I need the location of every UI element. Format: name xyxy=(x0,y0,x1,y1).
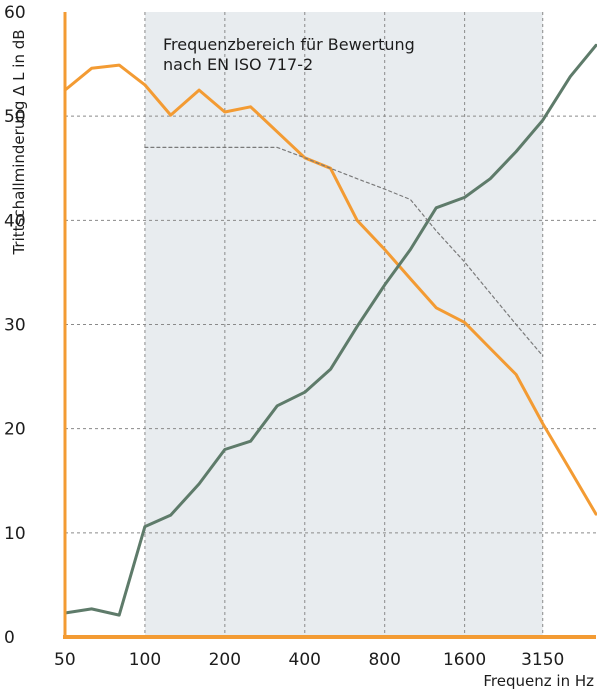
series-layer xyxy=(63,43,597,617)
x-tick-label-400: 400 xyxy=(289,650,321,670)
y-tick-label-20: 20 xyxy=(4,420,26,440)
tick-label-layer: 0 10 20 30 40 50 60 50 100 200 400 800 1600 3150 xyxy=(4,3,564,670)
x-tick-label-3150: 3150 xyxy=(521,650,564,670)
y-tick-label-50: 50 xyxy=(4,107,26,127)
y-tick-label-10: 10 xyxy=(4,524,26,544)
x-axis-title: Frequenz in Hz xyxy=(483,672,594,690)
green-series-line xyxy=(63,43,597,617)
annotation-text-line-2: nach EN ISO 717-2 xyxy=(163,55,313,74)
y-tick-label-60: 60 xyxy=(4,3,26,23)
x-tick-label-200: 200 xyxy=(209,650,241,670)
y-axis-title: Trittschallminderung Δ L in dB xyxy=(10,29,28,255)
grid-layer xyxy=(65,12,596,637)
y-tick-label-40: 40 xyxy=(4,211,26,231)
annotation-text-line-1: Frequenzbereich für Bewertung xyxy=(163,35,415,54)
y-tick-label-0: 0 xyxy=(4,628,15,648)
x-tick-label-50: 50 xyxy=(54,650,76,670)
y-tick-label-30: 30 xyxy=(4,316,26,336)
x-tick-label-100: 100 xyxy=(129,650,161,670)
x-tick-label-1600: 1600 xyxy=(443,650,486,670)
axis-layer xyxy=(63,12,596,639)
reference-dotted-line xyxy=(144,146,544,357)
x-tick-label-800: 800 xyxy=(368,650,400,670)
